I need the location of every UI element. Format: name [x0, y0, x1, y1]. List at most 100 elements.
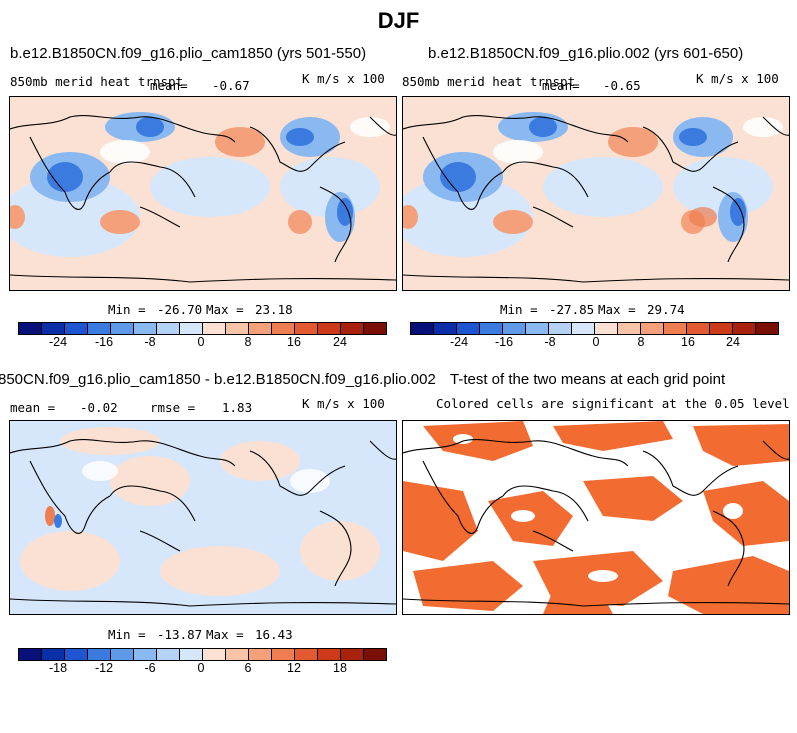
- colorbar-1-swatch: [295, 323, 318, 334]
- panel1-min-label: Min =: [108, 302, 146, 317]
- colorbar-1-tick: -24: [48, 335, 68, 349]
- panel3-max-value: 16.43: [255, 627, 293, 642]
- panel2-title: b.e12.B1850CN.f09_g16.plio.002 (yrs 601-…: [428, 45, 744, 62]
- panel2-max-value: 29.74: [647, 302, 685, 317]
- colorbar-3-tick: 6: [244, 661, 252, 675]
- colorbar-1-tick: 16: [287, 335, 301, 349]
- panel2-min-value: -27.85: [549, 302, 595, 317]
- colorbar-1-swatch: [249, 323, 272, 334]
- panel1-mean-value: -0.67: [212, 78, 250, 93]
- colorbar-3-swatch: [111, 649, 134, 660]
- panel2-mean-label: mean=: [542, 78, 580, 93]
- colorbar-1-tick: -8: [144, 335, 156, 349]
- panel1-mean-label: mean=: [150, 78, 188, 93]
- colorbar-2-tick: -24: [449, 335, 469, 349]
- colorbar-2-swatch: [480, 323, 503, 334]
- colorbar-2-swatch: [549, 323, 572, 334]
- panel3-max-label: Max =: [206, 627, 244, 642]
- colorbar-3-swatch: [88, 649, 111, 660]
- colorbar-3-swatch: [180, 649, 203, 660]
- panel2-min-label: Min =: [500, 302, 538, 317]
- colorbar-1-swatch: [19, 323, 42, 334]
- colorbar-2-tick: -16: [494, 335, 514, 349]
- colorbar-2-swatch: [733, 323, 756, 334]
- panel1-units: K m/s x 100: [302, 71, 385, 86]
- colorbar-3-swatch: [65, 649, 88, 660]
- colorbar-1-swatch: [42, 323, 65, 334]
- panel2-units: K m/s x 100: [696, 71, 779, 86]
- panel1-variable-label: 850mb merid heat trnspt: [10, 74, 184, 89]
- colorbar-2-swatch: [503, 323, 526, 334]
- colorbar-2: [410, 322, 779, 335]
- colorbar-2-swatch: [641, 323, 664, 334]
- colorbar-1-swatch: [318, 323, 341, 334]
- colorbar-2-swatch: [618, 323, 641, 334]
- colorbar-3-swatch: [249, 649, 272, 660]
- panel3-units: K m/s x 100: [302, 396, 385, 411]
- colorbar-2-tick: 24: [726, 335, 740, 349]
- panel3-mean-value: -0.02: [80, 400, 118, 415]
- colorbar-2-swatch: [572, 323, 595, 334]
- colorbar-3-tick: -6: [144, 661, 156, 675]
- colorbar-2-swatch: [411, 323, 434, 334]
- colorbar-2-swatch: [710, 323, 733, 334]
- colorbar-1-swatch: [157, 323, 180, 334]
- colorbar-3-tick: 0: [197, 661, 205, 675]
- colorbar-3-swatch: [295, 649, 318, 660]
- panel2-max-label: Max =: [598, 302, 636, 317]
- colorbar-2-swatch: [687, 323, 710, 334]
- colorbar-3-tick: -18: [48, 661, 68, 675]
- colorbar-3-swatch: [318, 649, 341, 660]
- colorbar-2-swatch: [434, 323, 457, 334]
- colorbar-2-ticks: -24 -16 -8 0 8 16 24: [410, 335, 779, 351]
- panel3-rmse-label: rmse =: [150, 400, 196, 415]
- colorbar-2-swatch: [526, 323, 549, 334]
- panel1-max-label: Max =: [206, 302, 244, 317]
- colorbar-3-swatch: [19, 649, 42, 660]
- colorbar-2-tick: 16: [681, 335, 695, 349]
- panel4-subtitle: Colored cells are significant at the 0.0…: [436, 396, 790, 411]
- colorbar-1-swatch: [364, 323, 386, 334]
- colorbar-3-swatch: [157, 649, 180, 660]
- colorbar-2-swatch: [756, 323, 778, 334]
- colorbar-1-tick: 8: [244, 335, 252, 349]
- colorbar-3-swatch: [226, 649, 249, 660]
- panel4-title: T-test of the two means at each grid poi…: [450, 371, 726, 388]
- panel2-variable-label: 850mb merid heat trnspt: [402, 74, 576, 89]
- panel3-mean-label: mean =: [10, 400, 56, 415]
- colorbar-1-tick: 0: [197, 335, 205, 349]
- panel1-max-value: 23.18: [255, 302, 293, 317]
- colorbar-1-swatch: [203, 323, 226, 334]
- panel1-map: [9, 96, 397, 291]
- colorbar-1-swatch: [65, 323, 88, 334]
- colorbar-2-tick: -8: [544, 335, 556, 349]
- colorbar-1: [18, 322, 387, 335]
- colorbar-3-tick: 18: [333, 661, 347, 675]
- colorbar-1-swatch: [134, 323, 157, 334]
- panel3-min-value: -13.87: [157, 627, 203, 642]
- colorbar-3-swatch: [134, 649, 157, 660]
- colorbar-3-tick: 12: [287, 661, 301, 675]
- panel2-mean-value: -0.65: [603, 78, 641, 93]
- colorbar-2-swatch: [595, 323, 618, 334]
- colorbar-3-tick: -12: [94, 661, 114, 675]
- panel1-min-value: -26.70: [157, 302, 203, 317]
- panel1-title: b.e12.B1850CN.f09_g16.plio_cam1850 (yrs …: [10, 45, 367, 62]
- colorbar-1-swatch: [272, 323, 295, 334]
- colorbar-3-ticks: -18 -12 -6 0 6 12 18: [18, 661, 387, 677]
- colorbar-1-swatch: [341, 323, 364, 334]
- colorbar-3-swatch: [364, 649, 386, 660]
- colorbar-2-tick: 8: [637, 335, 645, 349]
- colorbar-3: [18, 648, 387, 661]
- colorbar-1-swatch: [88, 323, 111, 334]
- colorbar-3-swatch: [42, 649, 65, 660]
- colorbar-1-swatch: [180, 323, 203, 334]
- panel3-min-label: Min =: [108, 627, 146, 642]
- panel3-rmse-value: 1.83: [222, 400, 253, 415]
- panel3-map: [9, 420, 397, 615]
- colorbar-1-swatch: [111, 323, 134, 334]
- colorbar-1-swatch: [226, 323, 249, 334]
- panel3-title: 850CN.f09_g16.plio_cam1850 - b.e12.B1850…: [0, 371, 436, 388]
- colorbar-3-swatch: [203, 649, 226, 660]
- colorbar-3-swatch: [272, 649, 295, 660]
